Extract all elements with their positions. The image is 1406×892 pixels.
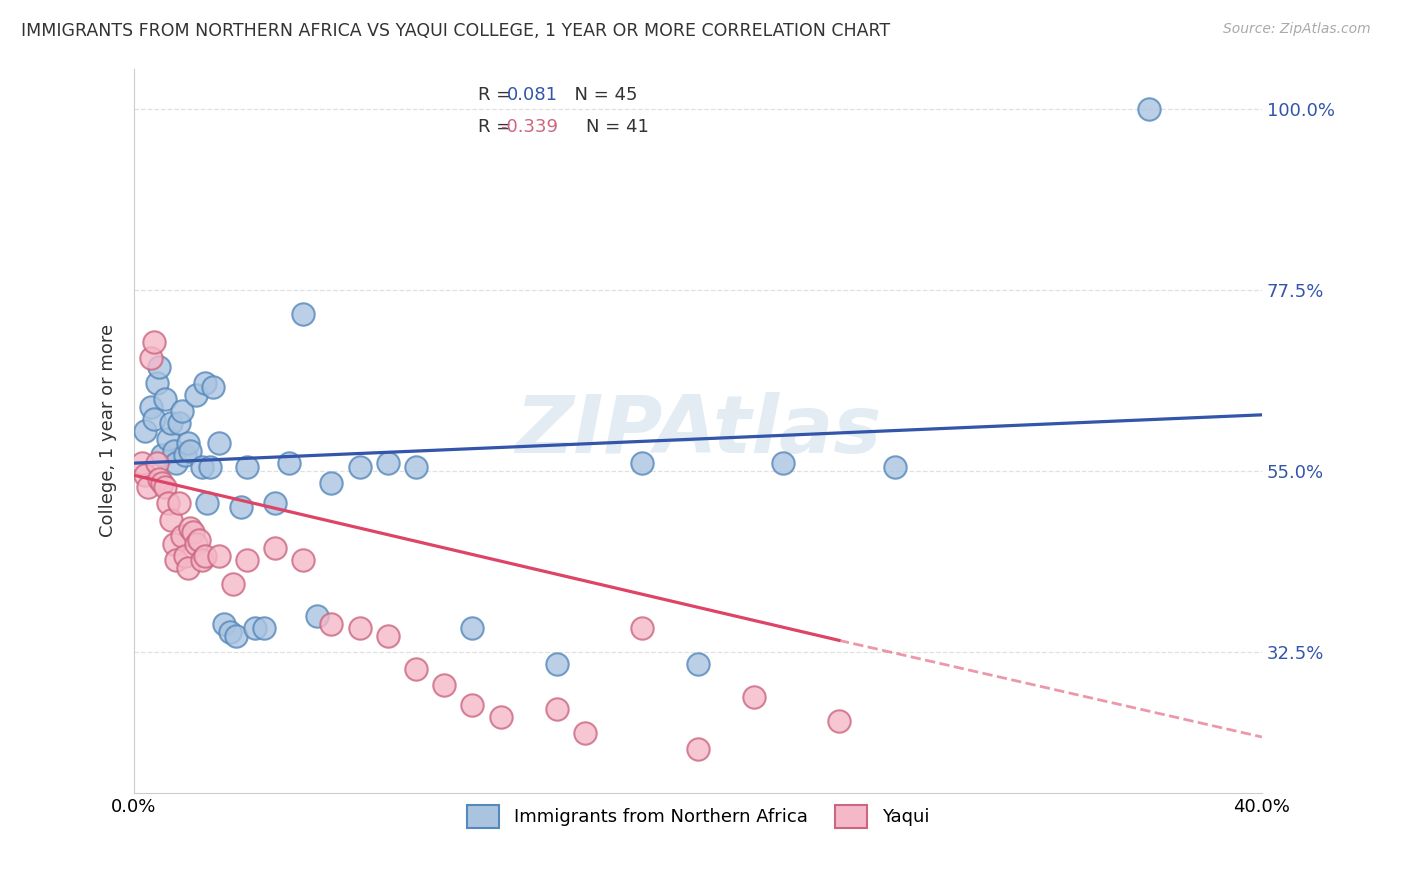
Point [150,476,173,491]
Point [630,456,652,470]
Point [159,512,181,526]
Point [219,625,242,640]
Point [193,376,215,390]
Point [884,460,907,475]
Point [222,577,245,591]
Point [142,335,165,350]
Text: R =           N = 45: R = N = 45 [478,87,637,104]
Point [173,448,195,462]
Point [176,436,198,450]
Point [176,561,198,575]
Point [136,480,159,494]
Point [167,416,190,430]
Point [148,472,170,486]
Point [195,496,218,510]
Point [236,553,259,567]
Point [201,379,224,393]
Point [184,537,207,551]
Point [145,456,167,470]
Point [307,609,329,624]
Point [134,424,156,438]
Point [349,621,371,635]
Text: ZIPAtlas: ZIPAtlas [515,392,882,470]
Point [207,549,229,563]
Point [139,400,162,414]
Point [170,528,193,542]
Point [744,690,766,704]
Point [139,351,162,366]
Point [1137,102,1160,116]
Point [145,376,167,390]
Point [377,629,399,643]
Point [461,621,484,635]
Point [349,460,371,475]
Point [253,621,276,635]
Point [278,456,301,470]
Legend: Immigrants from Northern Africa, Yaqui: Immigrants from Northern Africa, Yaqui [460,797,936,835]
Point [264,496,287,510]
Point [225,629,247,643]
Point [159,416,181,430]
Point [546,702,568,716]
Point [134,468,156,483]
Point [193,549,215,563]
Point [162,537,184,551]
Point [686,657,709,672]
Point [433,678,456,692]
Point [292,553,315,567]
Y-axis label: College, 1 year or more: College, 1 year or more [100,325,117,538]
Point [489,710,512,724]
Point [179,520,201,534]
Point [405,661,427,675]
Point [153,392,176,406]
Point [686,742,709,756]
Text: R =             N = 41: R = N = 41 [478,119,650,136]
Point [405,460,427,475]
Point [574,726,596,740]
Point [167,496,190,510]
Point [162,444,184,458]
Point [187,533,209,547]
Point [181,524,204,539]
Point [173,549,195,563]
Point [190,460,212,475]
Point [190,553,212,567]
Point [321,617,343,632]
Point [150,448,173,462]
Point [321,476,343,491]
Point [772,456,794,470]
Point [142,412,165,426]
Point [461,698,484,712]
Point [546,657,568,672]
Point [236,460,259,475]
Point [207,436,229,450]
Point [245,621,267,635]
Text: 0.081: 0.081 [508,87,558,104]
Point [165,553,187,567]
Text: IMMIGRANTS FROM NORTHERN AFRICA VS YAQUI COLLEGE, 1 YEAR OR MORE CORRELATION CHA: IMMIGRANTS FROM NORTHERN AFRICA VS YAQUI… [21,22,890,40]
Text: Source: ZipAtlas.com: Source: ZipAtlas.com [1223,22,1371,37]
Point [153,480,176,494]
Point [170,404,193,418]
Point [377,456,399,470]
Point [165,456,187,470]
Point [231,500,253,515]
Point [828,714,851,728]
Point [179,444,201,458]
Point [131,456,153,470]
Point [630,621,652,635]
Point [156,432,179,446]
Point [264,541,287,555]
Point [292,307,315,321]
Point [148,359,170,374]
Point [156,496,179,510]
Point [198,460,221,475]
Point [212,617,235,632]
Point [184,387,207,401]
Text: -0.339: -0.339 [501,119,558,136]
